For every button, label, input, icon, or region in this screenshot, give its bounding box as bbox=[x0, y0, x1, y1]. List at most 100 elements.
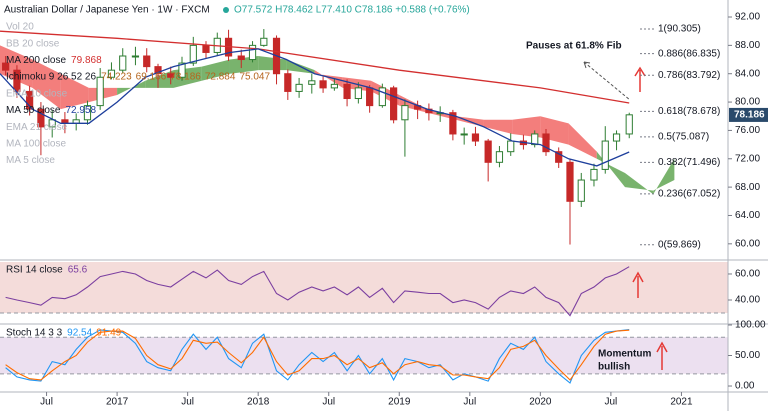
candle-body bbox=[343, 83, 351, 100]
indicator-value: 69.166 bbox=[136, 72, 167, 83]
candle-body bbox=[378, 87, 386, 107]
y-tick-label: 72.00 bbox=[735, 153, 760, 164]
y-tick-label: 64.00 bbox=[735, 210, 760, 221]
y-tick-label: 92.00 bbox=[735, 12, 760, 23]
x-tick-label: Jul bbox=[40, 397, 53, 408]
candle-body bbox=[577, 179, 585, 202]
candle-body bbox=[449, 112, 457, 135]
cloud-segment bbox=[32, 59, 61, 110]
indicator-line bbox=[5, 266, 630, 317]
up-arrow bbox=[656, 341, 668, 370]
candle-body bbox=[143, 55, 151, 68]
indicator-name: MA 50 close bbox=[6, 105, 61, 116]
x-tick-label: 2021 bbox=[670, 397, 693, 408]
y-tick-label: 88.00 bbox=[735, 40, 760, 51]
y-tick-label: 0.00 bbox=[735, 381, 755, 392]
indicator-name: BB 20 close bbox=[6, 38, 60, 49]
candle-body bbox=[531, 133, 539, 146]
candle-body bbox=[308, 80, 316, 85]
cloud-segment bbox=[0, 45, 33, 88]
candle-body bbox=[625, 114, 633, 135]
indicator-name: EMA 10 close bbox=[6, 88, 68, 99]
annotation: Pauses at 61.8% Fib bbox=[526, 41, 622, 52]
last-price-label: 78.186 bbox=[734, 110, 765, 121]
fib-label: 0.618(78.678) bbox=[658, 106, 720, 117]
candle-body bbox=[471, 133, 480, 142]
indicator-value: 72.884 bbox=[205, 72, 236, 83]
pane bbox=[0, 29, 675, 245]
candle-body bbox=[237, 55, 245, 61]
indicator-name: MA 200 close bbox=[6, 55, 66, 66]
candle-body bbox=[612, 133, 621, 142]
band bbox=[0, 262, 728, 314]
cloud-segment bbox=[229, 55, 259, 74]
candle-body bbox=[167, 73, 175, 78]
plot-layer bbox=[0, 29, 728, 384]
candle-body bbox=[507, 140, 515, 153]
candle-body bbox=[460, 133, 468, 136]
cloud-segment bbox=[60, 73, 89, 110]
candle-body bbox=[37, 108, 45, 128]
annotation: Momentum bbox=[598, 349, 651, 360]
candle-body bbox=[295, 83, 303, 92]
fib-label: 0(59.869) bbox=[658, 239, 701, 250]
candle-body bbox=[566, 161, 574, 202]
cloud-segment bbox=[568, 123, 597, 159]
candle-body bbox=[248, 44, 257, 61]
arrow-head bbox=[583, 61, 591, 69]
candle-body bbox=[495, 151, 504, 163]
pane-title: RSI 14 close bbox=[6, 265, 63, 276]
last-price-box bbox=[729, 107, 768, 122]
candle-body bbox=[154, 66, 162, 75]
y-tick-label: 60.00 bbox=[735, 269, 760, 280]
indicator-value: 72.958 bbox=[65, 105, 96, 116]
indicator-name: MA 100 close bbox=[6, 139, 66, 150]
candle-body bbox=[390, 87, 398, 121]
x-tick-label: Jul bbox=[463, 397, 476, 408]
cloud-segment bbox=[512, 116, 541, 138]
candle-body bbox=[107, 69, 116, 78]
candle-body bbox=[401, 105, 409, 121]
indicator-name: MA 5 close bbox=[6, 155, 55, 166]
candle-body bbox=[484, 140, 492, 163]
cloud-segment bbox=[201, 59, 230, 81]
candle-body bbox=[601, 140, 609, 170]
cloud-segment bbox=[625, 172, 654, 195]
pane-value: 91.49 bbox=[96, 328, 121, 339]
y-tick-label: 68.00 bbox=[735, 182, 760, 193]
ma-line bbox=[0, 48, 630, 167]
candle-body bbox=[2, 62, 10, 71]
annotation: bullish bbox=[598, 362, 630, 373]
up-arrow bbox=[634, 66, 646, 92]
fib-label: 0.786(83.792) bbox=[658, 70, 720, 81]
candle-body bbox=[83, 105, 92, 121]
candle-body bbox=[189, 44, 197, 64]
pane bbox=[0, 262, 728, 317]
cloud-segment bbox=[145, 70, 174, 88]
chart-title: Australian Dollar / Japanese Yen · 1W · … bbox=[4, 5, 210, 16]
cloud-segment bbox=[427, 109, 456, 120]
y-tick-label: 100.00 bbox=[735, 320, 766, 331]
candle-body bbox=[319, 80, 327, 89]
band bbox=[0, 337, 728, 374]
x-tick-label: 2018 bbox=[247, 397, 270, 408]
candle-body bbox=[555, 151, 563, 163]
pane bbox=[0, 329, 728, 384]
candle-body bbox=[131, 55, 140, 58]
fib-label: 0.236(67.052) bbox=[658, 188, 720, 199]
cloud-segment bbox=[483, 119, 513, 134]
candle-body bbox=[260, 37, 268, 46]
y-tick-label: 50.00 bbox=[735, 350, 760, 361]
candle-body bbox=[366, 87, 374, 107]
indicator-line bbox=[5, 329, 630, 381]
cloud-segment bbox=[314, 70, 343, 88]
candle-body bbox=[354, 87, 362, 100]
indicator-value: 75.047 bbox=[239, 72, 270, 83]
indicator-name: EMA 21 close bbox=[6, 122, 68, 133]
candle-body bbox=[542, 133, 550, 153]
indicator-name: Ichimoku 9 26 52 26 bbox=[6, 72, 96, 83]
indicator-value: 74.223 bbox=[101, 72, 132, 83]
candle-body bbox=[26, 90, 34, 110]
x-tick-label: 2019 bbox=[388, 397, 411, 408]
